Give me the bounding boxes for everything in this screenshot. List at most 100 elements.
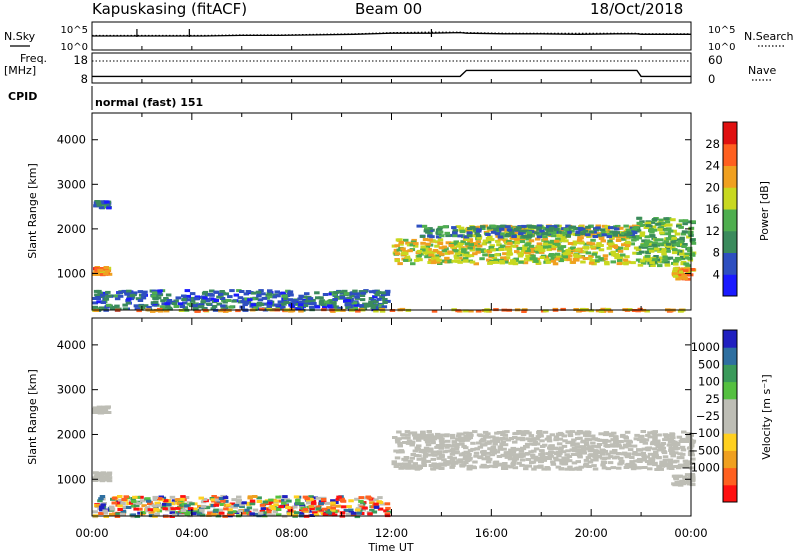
power-cell (457, 242, 464, 246)
velocity-colorbar-swatch (723, 398, 737, 417)
power-cell (472, 252, 478, 256)
power-cell (195, 303, 202, 307)
velocity-cell (533, 455, 539, 459)
velocity-cell (436, 456, 442, 460)
power-cell (587, 257, 593, 261)
power-cell (542, 232, 548, 235)
velocity-cell (396, 437, 402, 441)
velocity-cell (590, 458, 596, 462)
power-cell (602, 254, 609, 258)
velocity-cell (547, 453, 553, 457)
velocity-cell (569, 430, 576, 434)
velocity-cell (169, 511, 175, 515)
power-cell (657, 242, 663, 246)
velocity-cell (518, 449, 525, 453)
power-cell (649, 220, 656, 224)
velocity-cell (627, 465, 634, 469)
velocity-cell (402, 462, 408, 466)
power-cell (560, 245, 567, 249)
velocity-cell (158, 495, 164, 499)
power-cell (375, 291, 382, 295)
velocity-cell (397, 441, 403, 445)
power-cell (623, 224, 629, 228)
velocity-cell (499, 442, 505, 446)
velocity-cell (430, 441, 436, 445)
power-cell (103, 297, 110, 301)
power-cell (489, 238, 495, 242)
velocity-cell (593, 449, 600, 453)
velocity-cell (152, 495, 158, 499)
power-cell (444, 260, 450, 264)
velocity-cell (574, 442, 580, 446)
velocity-cell (199, 513, 206, 517)
velocity-cell (204, 506, 211, 510)
power-cell (385, 299, 391, 303)
velocity-cell (314, 505, 321, 509)
power-cell (596, 242, 602, 246)
velocity-cell (632, 451, 638, 454)
power-cell (518, 229, 525, 233)
power-cell (617, 249, 624, 253)
velocity-cell (504, 455, 511, 459)
velocity-cell (97, 499, 103, 503)
velocity-cell (449, 433, 456, 437)
power-cell (682, 222, 688, 226)
velocity-cell (502, 437, 509, 441)
power-cell (438, 246, 445, 250)
velocity-cell (373, 502, 379, 506)
velocity-cell (581, 451, 587, 455)
power-cell (616, 262, 623, 266)
velocity-cell (345, 512, 352, 516)
velocity-panel-bg (92, 318, 691, 516)
velocity-cell (462, 457, 469, 461)
velocity-cell (492, 461, 499, 465)
velocity-cell (340, 505, 347, 509)
velocity-cell (519, 458, 526, 462)
velocity-cell (607, 461, 614, 465)
velocity-cell (629, 460, 635, 464)
power-cell (543, 240, 549, 244)
power-cell (283, 301, 290, 304)
power-cell (99, 271, 105, 275)
velocity-cell (536, 431, 542, 435)
power-cell (663, 217, 669, 221)
power-cell (354, 295, 360, 299)
power-cell (535, 250, 541, 254)
power-cell (469, 260, 476, 264)
velocity-cell (195, 510, 201, 514)
power-cell (665, 249, 671, 253)
velocity-cell (473, 454, 479, 458)
power-cell (476, 229, 482, 233)
power-cell (624, 255, 630, 259)
velocity-cell (562, 439, 568, 443)
velocity-cell (641, 456, 648, 460)
velocity-cell (237, 509, 243, 513)
power-cell (521, 224, 527, 228)
power-cell (651, 243, 658, 247)
velocity-cell (608, 433, 615, 437)
velocity-cell (138, 495, 144, 499)
velocity-cell (439, 453, 445, 457)
velocity-cell (441, 463, 448, 467)
power-cell (612, 233, 618, 237)
velocity-cell (183, 496, 190, 499)
velocity-cell (339, 511, 346, 515)
velocity-cell (141, 504, 147, 508)
velocity-cell (449, 465, 455, 469)
velocity-cell (569, 467, 575, 471)
velocity-cell (261, 511, 267, 515)
power-cell (416, 224, 422, 228)
power-cell (588, 233, 595, 237)
power-cell (536, 224, 543, 228)
velocity-cell (253, 512, 259, 516)
velocity-cell (481, 451, 487, 455)
velocity-cell (236, 498, 242, 502)
power-cell (409, 243, 416, 247)
velocity-cell (486, 457, 493, 461)
velocity-cell (407, 459, 414, 463)
velocity-cell (570, 443, 576, 447)
velocity-cell (350, 511, 357, 515)
power-cell (441, 245, 448, 249)
power-cell (567, 254, 573, 258)
velocity-cell (461, 463, 467, 467)
